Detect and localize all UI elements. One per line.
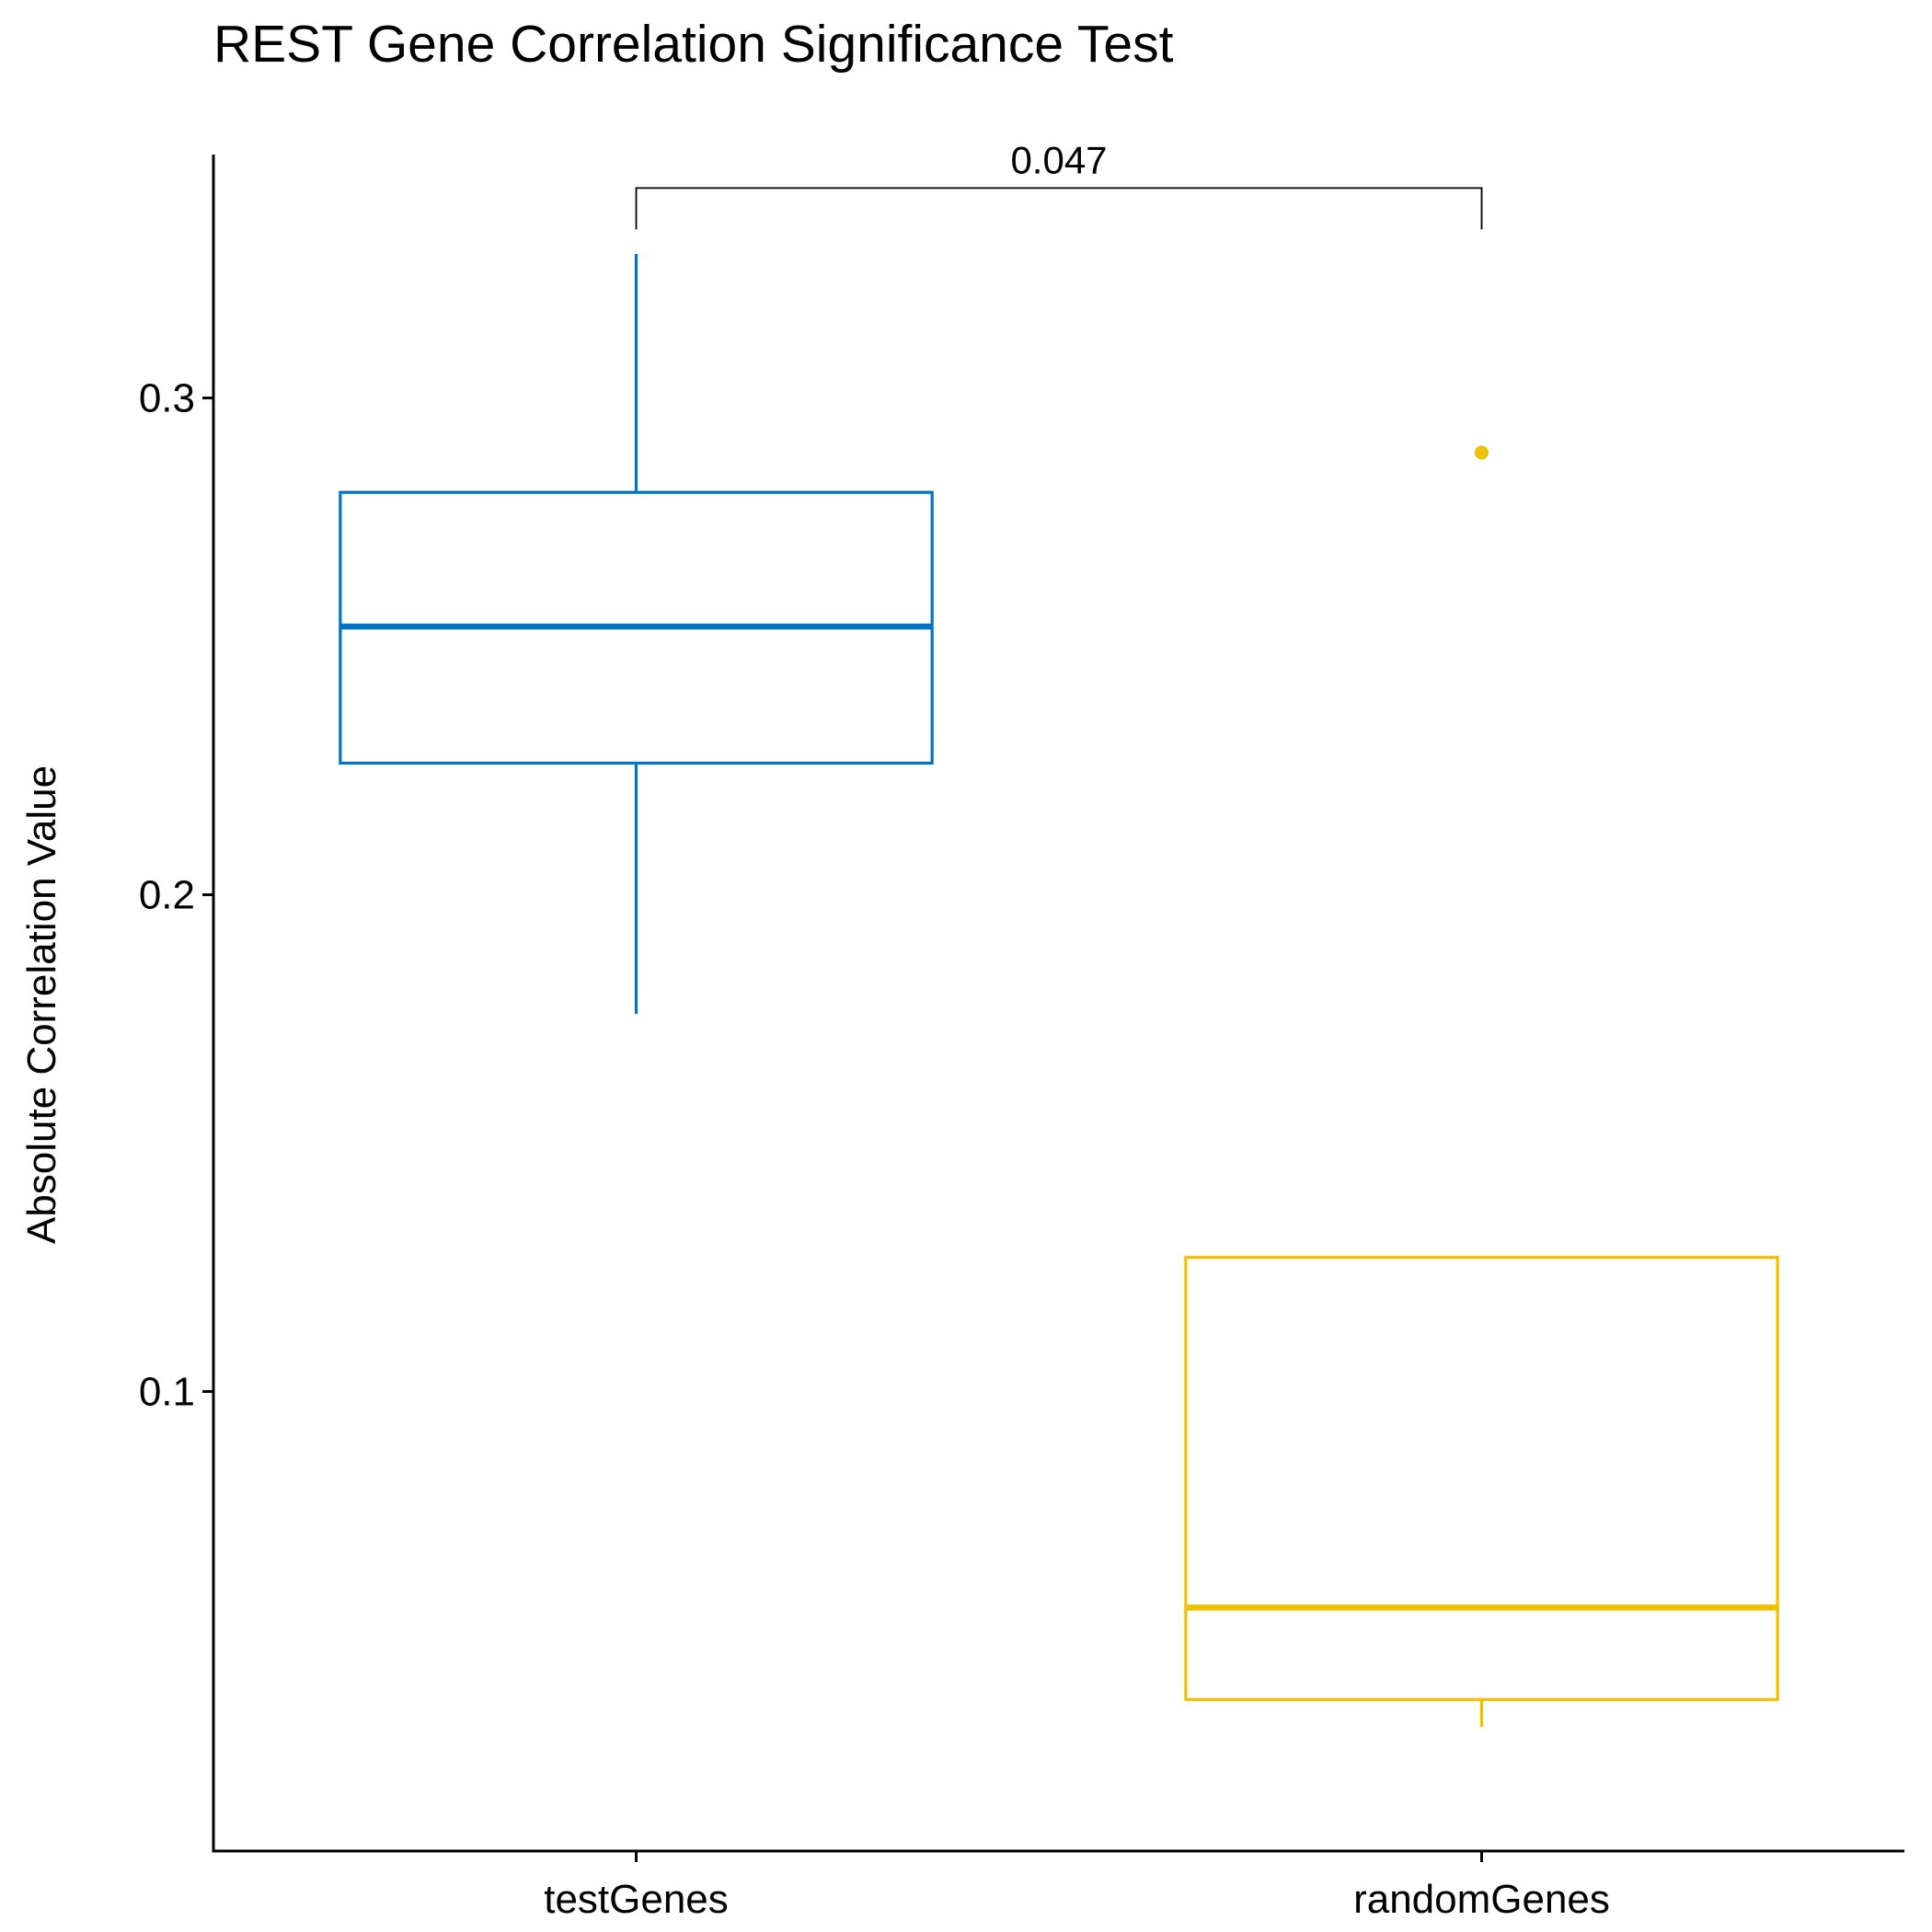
box-testGenes (339, 253, 934, 1015)
chart-title: REST Gene Correlation Significance Test (213, 15, 1174, 74)
y-tick-label: 0.2 (139, 873, 195, 918)
y-tick-label: 0.3 (139, 376, 195, 421)
y-tick-label: 0.1 (139, 1370, 195, 1415)
outlier-point (1475, 445, 1489, 460)
x-tick-label: testGenes (544, 1877, 729, 1922)
bracket-line (635, 187, 1483, 230)
box-body (1184, 1256, 1779, 1701)
p-value-label: 0.047 (1010, 138, 1107, 181)
y-axis-title: Absolute Correlation Value (19, 765, 64, 1244)
significance-bracket: 0.047 (635, 138, 1483, 230)
x-tick-label: randomGenes (1353, 1877, 1610, 1922)
box-randomGenes (1184, 445, 1779, 1728)
plot-area: 0.1 0.2 0.3 testGenes randomGenes 0.047 (139, 138, 1904, 1922)
